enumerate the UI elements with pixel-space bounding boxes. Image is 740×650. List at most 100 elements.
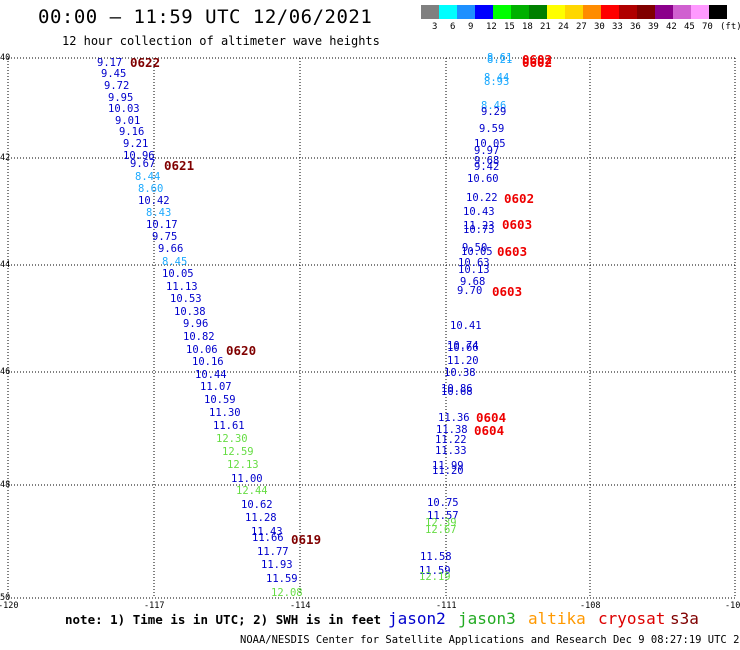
wave-height-reading: 12.67 (425, 524, 457, 536)
wave-height-reading: 10.41 (450, 320, 482, 332)
color-swatch (493, 5, 511, 19)
wave-height-reading: 11.58 (420, 551, 452, 563)
y-tick-label: 44 (0, 260, 11, 270)
color-swatch (439, 5, 457, 19)
color-scale-label: 27 (576, 22, 587, 32)
y-tick-label: 40 (0, 53, 11, 63)
pass-time-label: 0603 (492, 284, 523, 299)
color-swatch (619, 5, 637, 19)
wave-height-reading: 12.19 (419, 571, 451, 583)
wave-height-reading: 10.42 (138, 195, 170, 207)
wave-height-reading: 8.60 (138, 183, 164, 195)
wave-height-reading: 9.70 (457, 285, 483, 297)
x-tick-label: -111 (436, 601, 457, 611)
wave-height-reading: 11.99 (432, 460, 464, 472)
wave-height-reading: 11.57 (427, 510, 459, 522)
pass-time-label: 0622 (130, 55, 161, 70)
legend-item-s3a: s3a (670, 609, 699, 628)
color-scale-bar (421, 5, 727, 19)
pass-time-label: 0603 (497, 244, 528, 259)
wave-height-reading: 10.62 (241, 499, 273, 511)
wave-height-reading: 9.67 (130, 158, 156, 170)
wave-height-reading: 9.01 (115, 115, 141, 127)
color-swatch (583, 5, 601, 19)
color-swatch (421, 5, 439, 19)
wave-height-reading: 11.07 (200, 381, 232, 393)
color-swatch (511, 5, 529, 19)
color-scale-label: 12 (486, 22, 497, 32)
wave-height-reading: 10.05 (474, 138, 506, 150)
color-scale-label: 15 (504, 22, 515, 32)
color-scale-label: 30 (594, 22, 605, 32)
wave-height-reading: 9.72 (104, 80, 130, 92)
wave-height-reading: 9.59 (479, 123, 505, 135)
legend-item-cryosat: cryosat (598, 609, 666, 628)
x-tick-label: -114 (290, 601, 311, 611)
wave-height-reading: 9.97 (474, 145, 500, 157)
color-scale-label: 39 (648, 22, 659, 32)
wave-height-reading: 9.95 (108, 92, 134, 104)
x-tick-label: -105 (725, 601, 740, 611)
pass-time-label: 0604 (474, 423, 505, 438)
wave-height-reading: 10.66 (447, 342, 479, 354)
color-scale-label: 70 (702, 22, 713, 32)
pass-time-label: 0619 (291, 532, 322, 547)
credit-line: NOAA/NESDIS Center for Satellite Applica… (240, 634, 740, 646)
wave-height-reading: 11.38 (436, 424, 468, 436)
wave-height-reading: 8.45 (162, 256, 188, 268)
color-scale-label: 18 (522, 22, 533, 32)
wave-height-reading: 11.77 (257, 546, 289, 558)
wave-height-reading: 10.59 (204, 394, 236, 406)
wave-height-reading: 11.30 (209, 407, 241, 419)
pass-time-label: 0620 (226, 343, 257, 358)
wave-height-reading: 12.44 (236, 485, 268, 497)
color-swatch (475, 5, 493, 19)
wave-height-reading: 8.44 (484, 72, 510, 84)
wave-height-reading: 8.61 (487, 52, 513, 64)
legend-item-jason2: jason2 (388, 609, 446, 628)
color-swatch (637, 5, 655, 19)
wave-height-reading: 10.05 (461, 246, 493, 258)
wave-height-reading: 8.44 (135, 171, 161, 183)
color-swatch (601, 5, 619, 19)
color-swatch (529, 5, 547, 19)
wave-height-reading: 11.20 (447, 355, 479, 367)
color-swatch (709, 5, 727, 19)
wave-height-reading: 11.59 (266, 573, 298, 585)
wave-height-reading: 10.53 (170, 293, 202, 305)
color-swatch (691, 5, 709, 19)
wave-height-reading: 9.50 (462, 242, 488, 254)
wave-height-reading: 11.43 (251, 526, 283, 538)
wave-height-reading: 9.96 (183, 318, 209, 330)
wave-height-reading: 10.06 (186, 344, 218, 356)
wave-height-reading: 10.43 (463, 206, 495, 218)
color-swatch (655, 5, 673, 19)
wave-height-reading: 8.93 (484, 76, 510, 88)
wave-height-reading: 10.82 (183, 331, 215, 343)
wave-height-reading: 10.17 (146, 219, 178, 231)
wave-height-reading: 10.60 (467, 173, 499, 185)
wave-height-reading: 11.59 (419, 565, 451, 577)
legend-item-jason3: jason3 (458, 609, 516, 628)
wave-height-reading: 9.17 (97, 57, 123, 69)
wave-height-reading: 11.66 (252, 532, 284, 544)
pass-time-label: 0604 (476, 410, 507, 425)
y-tick-label: 50 (0, 593, 11, 603)
wave-height-reading: 10.13 (458, 264, 490, 276)
wave-height-reading: 10.63 (458, 257, 490, 269)
color-scale-label: (ft) (720, 22, 740, 32)
map-grid (7, 57, 736, 599)
footer-note: note: 1) Time is in UTC; 2) SWH is in fe… (65, 612, 382, 627)
wave-height-reading: 9.45 (101, 68, 127, 80)
wave-height-reading: 10.73 (463, 224, 495, 236)
page-title: 00:00 — 11:59 UTC 12/06/2021 (38, 6, 373, 28)
color-scale-label: 6 (450, 22, 456, 32)
wave-height-reading: 9.21 (123, 138, 149, 150)
x-tick-label: -117 (144, 601, 165, 611)
wave-height-reading: 11.23 (463, 220, 495, 232)
wave-height-reading: 8.43 (146, 207, 172, 219)
y-tick-label: 46 (0, 367, 11, 377)
wave-height-reading: 11.22 (435, 434, 467, 446)
color-scale-label: 42 (666, 22, 677, 32)
